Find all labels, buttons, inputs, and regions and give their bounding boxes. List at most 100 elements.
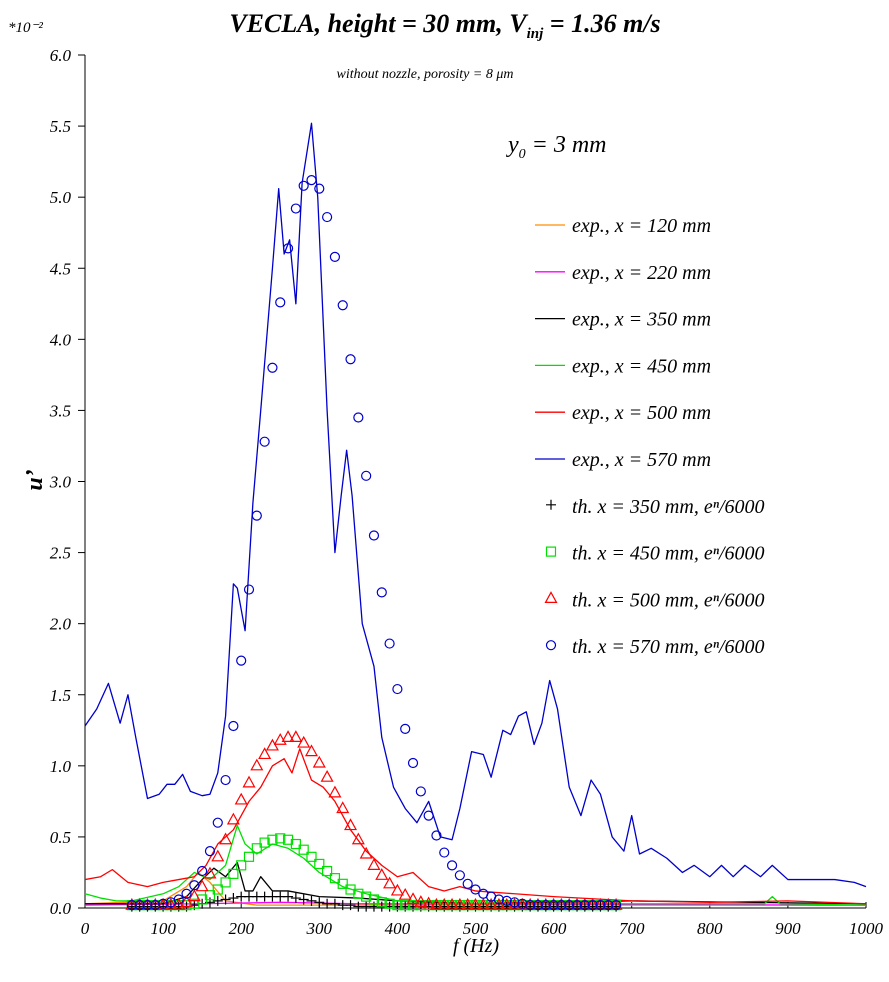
y-tick-label: 3.5: [49, 401, 71, 420]
y-tick-label: 4.0: [50, 330, 72, 349]
marker: [234, 792, 248, 805]
marker: [187, 889, 201, 902]
y-tick-label: 1.0: [50, 757, 72, 776]
marker: [212, 817, 223, 828]
marker: [367, 858, 381, 870]
marker: [126, 900, 137, 911]
legend-label: exp., x = 500 mm: [572, 402, 711, 424]
marker: [189, 880, 200, 891]
x-tick-label: 800: [697, 919, 723, 938]
title-subscript: inj: [527, 26, 545, 42]
marker: [275, 833, 286, 844]
marker: [540, 900, 551, 911]
marker: [501, 895, 512, 906]
legend-label: exp., x = 350 mm: [572, 309, 711, 331]
marker: [322, 865, 333, 877]
marker: [544, 591, 558, 603]
marker: [290, 893, 301, 904]
data-line: [84, 122, 867, 888]
marker: [212, 884, 223, 895]
marker: [383, 876, 397, 889]
marker: [437, 897, 451, 910]
marker: [579, 900, 590, 911]
legend-label: exp., x = 120 mm: [572, 215, 711, 237]
marker: [306, 851, 317, 862]
marker: [509, 897, 520, 908]
marker: [376, 897, 387, 908]
marker: [290, 203, 301, 214]
x-tick-label: 700: [619, 919, 645, 938]
x-tick-label: 500: [463, 919, 489, 938]
marker: [259, 837, 270, 848]
annotation-part: y: [506, 132, 519, 158]
legend-label: th. x = 350 mm, eⁿ/6000: [572, 496, 765, 518]
marker: [173, 894, 184, 905]
marker: [220, 877, 231, 888]
marker: [468, 897, 483, 910]
x-axis-label: f (Hz): [453, 935, 499, 957]
x-tick-label: 0: [81, 919, 90, 938]
marker: [228, 893, 239, 904]
data-line: [84, 824, 867, 906]
marker: [298, 844, 309, 855]
marker: [345, 900, 356, 911]
marker: [211, 849, 225, 862]
marker: [564, 900, 575, 911]
x-tick-label: 100: [150, 919, 176, 938]
data-line: [84, 748, 867, 905]
marker: [142, 900, 153, 911]
marker: [220, 774, 231, 786]
annotation: y0 = 3 mm: [506, 132, 607, 162]
legend-label: th. x = 450 mm, eⁿ/6000: [572, 543, 765, 565]
y-tick-label: 2.0: [50, 615, 72, 634]
marker: [361, 891, 372, 902]
marker: [400, 723, 411, 734]
y-tick-label: 1.5: [50, 686, 71, 705]
marker: [275, 297, 286, 308]
marker: [259, 436, 270, 447]
marker: [243, 851, 255, 862]
marker: [532, 900, 544, 911]
marker: [226, 812, 240, 825]
marker: [595, 900, 606, 911]
legend-label: th. x = 500 mm, eⁿ/6000: [572, 589, 765, 611]
marker: [484, 897, 498, 910]
marker: [462, 878, 473, 889]
legend-label: exp., x = 570 mm: [572, 449, 711, 471]
marker: [258, 747, 272, 760]
scale-note: *10⁻²: [8, 20, 43, 36]
marker: [353, 888, 364, 899]
marker: [314, 858, 325, 870]
marker: [236, 860, 247, 871]
marker: [204, 846, 216, 857]
marker: [368, 530, 380, 541]
marker: [156, 897, 170, 910]
marker: [407, 900, 419, 911]
marker: [368, 894, 380, 905]
marker: [461, 897, 475, 910]
marker: [610, 900, 622, 911]
annotation-part: = 3 mm: [526, 132, 607, 158]
y-tick-label: 0.0: [50, 899, 72, 918]
x-tick-label: 300: [306, 919, 333, 938]
marker: [283, 891, 294, 902]
x-tick-label: 400: [385, 919, 411, 938]
y-tick-label: 3.0: [49, 473, 72, 492]
title-part: VECLA, height = 30 mm, V: [229, 9, 529, 38]
marker: [337, 300, 348, 311]
legend-label: exp., x = 450 mm: [572, 355, 711, 377]
y-tick-label: 5.5: [50, 117, 71, 136]
marker: [353, 412, 364, 423]
x-tick-label: 600: [541, 919, 567, 938]
marker: [392, 683, 403, 695]
marker: [328, 785, 342, 798]
marker: [212, 895, 223, 906]
marker: [265, 738, 279, 751]
annotation-subscript: 0: [519, 147, 526, 162]
x-tick-label: 900: [775, 919, 801, 938]
marker: [375, 868, 389, 880]
marker: [251, 843, 262, 854]
legend-label: exp., x = 220 mm: [572, 262, 711, 284]
marker: [454, 870, 465, 881]
